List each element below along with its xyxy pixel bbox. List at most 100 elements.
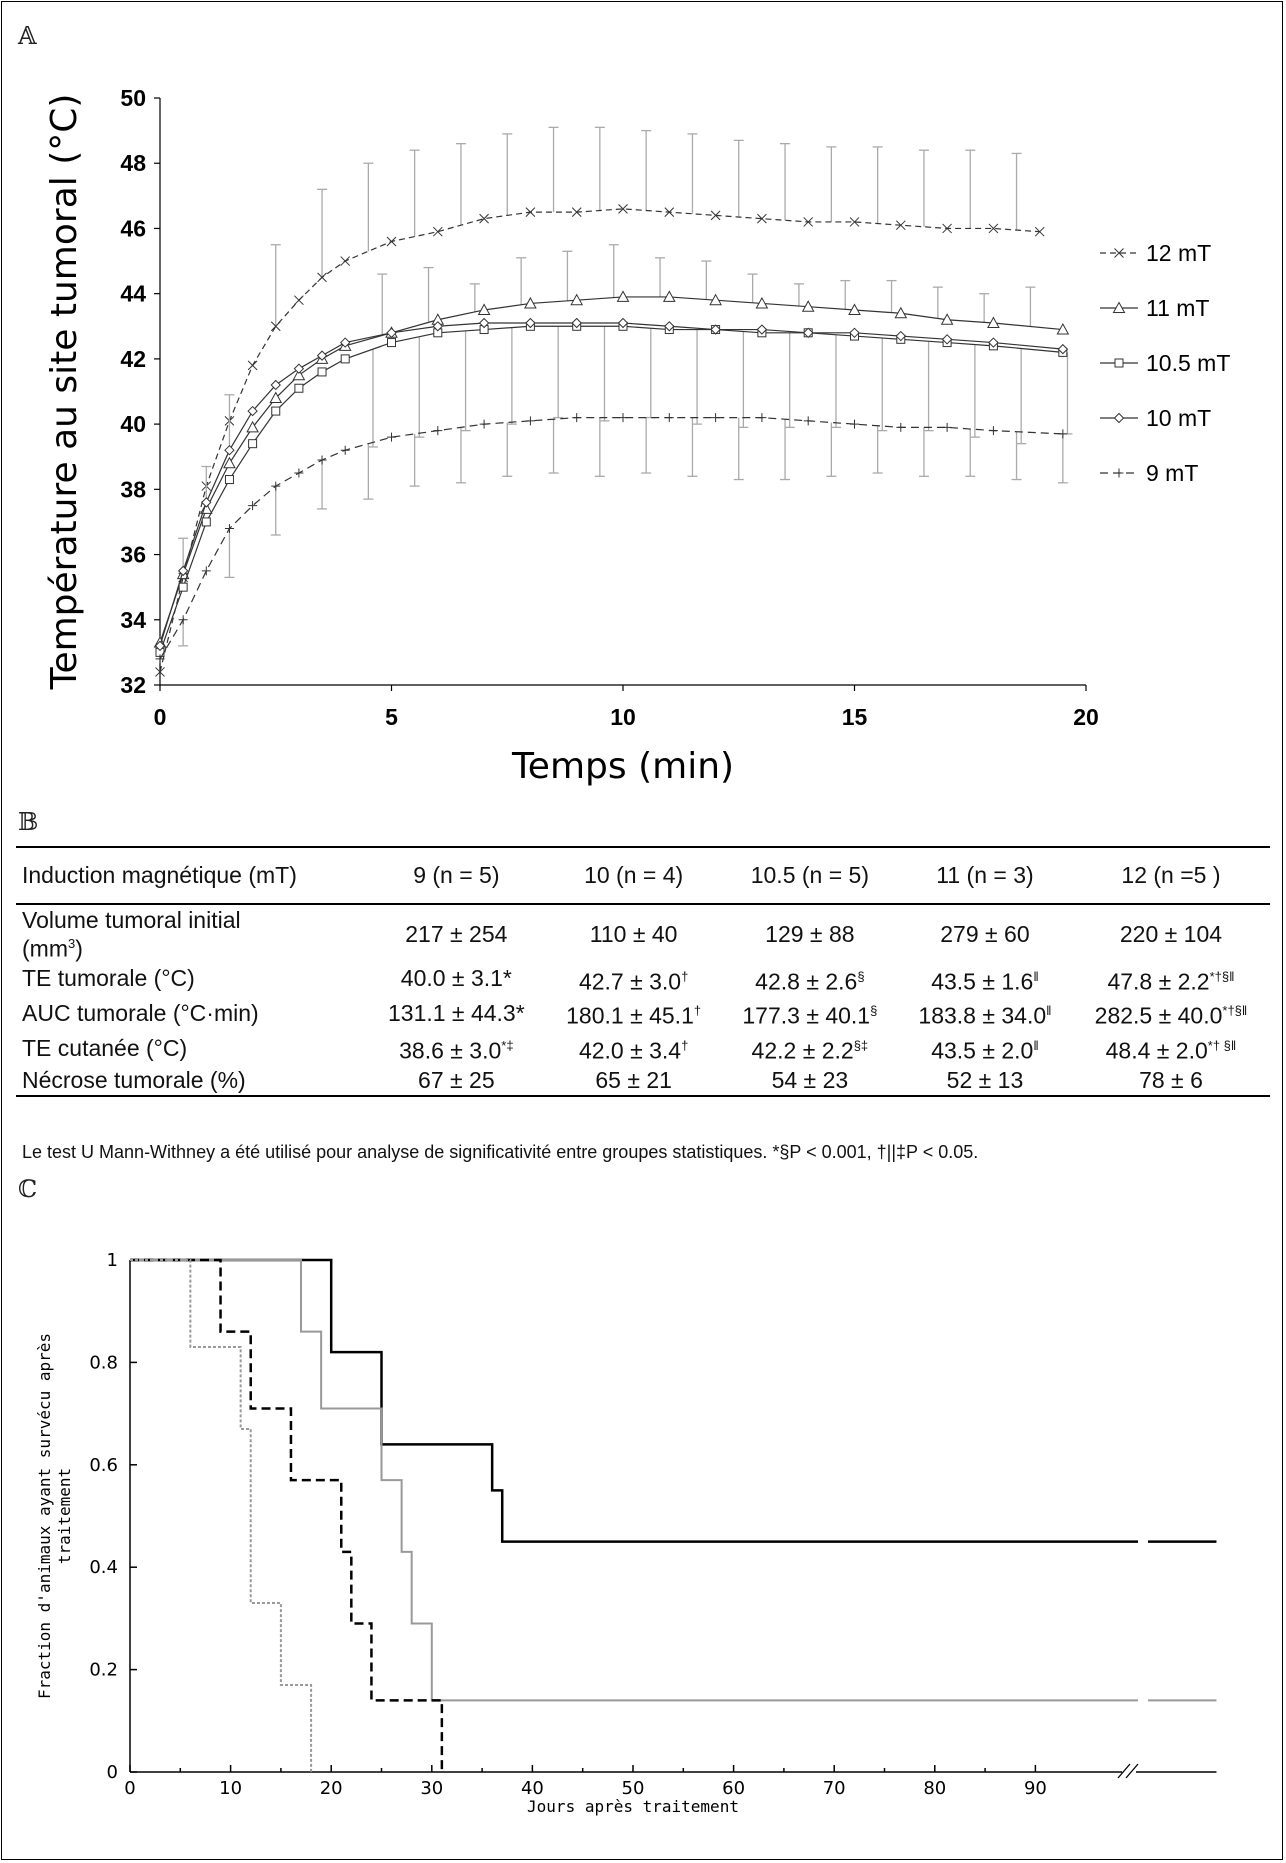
y-tick-label: 0.4 bbox=[89, 1557, 118, 1578]
curve-segment bbox=[130, 1258, 444, 1772]
y-tick-label: 1 bbox=[107, 1250, 118, 1271]
header-group: 10 (n = 4) bbox=[584, 862, 684, 888]
data-point bbox=[292, 368, 306, 381]
data-point bbox=[848, 303, 861, 315]
results-table: Induction magnétique (mT) 9 (n = 5) 10 (n … bbox=[16, 846, 1270, 1097]
legend-item: 12 mT bbox=[1100, 240, 1211, 266]
y-axis-label-line: traitement bbox=[55, 1468, 74, 1564]
data-point bbox=[294, 295, 304, 306]
table-cell: 54 ± 23 bbox=[771, 1066, 849, 1093]
data-point bbox=[525, 416, 535, 426]
data-point bbox=[618, 413, 628, 423]
panel-b-label: 𝔹 bbox=[18, 808, 39, 836]
legend-label: 9 mT bbox=[1146, 460, 1198, 486]
table-cell: 43.5 ± 1.6‖ bbox=[931, 968, 1039, 995]
series-line bbox=[159, 322, 1063, 647]
table-cell: 38.6 ± 3.0*‡ bbox=[399, 1037, 514, 1064]
series-11-mT bbox=[153, 244, 1070, 648]
data-point bbox=[271, 481, 281, 491]
data-point bbox=[317, 455, 327, 465]
data-point bbox=[386, 327, 397, 339]
curve-segment bbox=[130, 1259, 313, 1772]
table-cell: 110 ± 40 bbox=[589, 921, 678, 948]
data-point bbox=[479, 213, 489, 224]
x-tick-label: 0 bbox=[154, 704, 167, 730]
y-tick-label: 0.6 bbox=[89, 1455, 118, 1476]
data-point bbox=[247, 405, 258, 417]
table-cell: 180.1 ± 45.1† bbox=[566, 1002, 702, 1029]
data-point bbox=[248, 439, 258, 449]
y-tick-label: 46 bbox=[120, 215, 146, 241]
data-point bbox=[478, 317, 490, 329]
y-tick-label: 44 bbox=[120, 281, 146, 307]
data-point bbox=[664, 413, 674, 423]
data-point bbox=[477, 303, 491, 315]
series-12-mT bbox=[155, 126, 1045, 677]
x-tick-label: 60 bbox=[722, 1778, 745, 1799]
data-point bbox=[988, 223, 999, 234]
data-point bbox=[224, 444, 235, 456]
legend-item: 11 mT bbox=[1100, 295, 1209, 321]
table-cell: 52 ± 13 bbox=[946, 1066, 1024, 1093]
data-point bbox=[618, 204, 628, 214]
table-cell: 183.8 ± 34.0‖ bbox=[918, 1002, 1052, 1029]
table-cell: 177.3 ± 40.1§ bbox=[742, 1002, 878, 1029]
table-cell: 217 ± 254 bbox=[405, 921, 508, 948]
series-line bbox=[159, 296, 1063, 643]
legend-marker bbox=[1114, 358, 1124, 368]
header-group: 10.5 (n = 5) bbox=[750, 862, 869, 888]
data-point bbox=[387, 432, 396, 442]
series-line bbox=[159, 416, 1063, 660]
x-tick-label: 80 bbox=[923, 1778, 946, 1799]
panel-c-label: ℂ bbox=[18, 1175, 38, 1203]
data-point bbox=[664, 207, 675, 217]
panel-a-label: 𝔸 bbox=[18, 22, 37, 50]
data-point bbox=[340, 354, 350, 364]
data-point bbox=[316, 350, 328, 361]
table-cell: 42.7 ± 3.0† bbox=[578, 968, 689, 995]
data-point bbox=[1058, 429, 1068, 439]
header-group: 12 (n =5 ) bbox=[1121, 862, 1221, 888]
y-tick-label: 42 bbox=[120, 346, 146, 372]
data-point bbox=[270, 379, 281, 391]
data-point bbox=[988, 426, 998, 436]
table-cell: 220 ± 104 bbox=[1119, 921, 1223, 948]
x-axis-label: Jours après traitement bbox=[527, 1797, 739, 1816]
x-tick-label: 20 bbox=[1073, 704, 1099, 730]
curve-segment bbox=[130, 1258, 1138, 1543]
data-point bbox=[849, 217, 860, 227]
legend-marker bbox=[1112, 301, 1126, 313]
y-tick-label: 50 bbox=[120, 85, 146, 111]
data-point bbox=[755, 296, 769, 309]
data-point bbox=[710, 324, 721, 335]
data-point bbox=[894, 306, 908, 319]
survival-curve bbox=[130, 1258, 1217, 1543]
data-point bbox=[896, 422, 906, 432]
table-cell: 42.2 ± 2.2§‡ bbox=[751, 1037, 869, 1064]
data-point bbox=[294, 383, 304, 393]
data-point bbox=[269, 391, 283, 404]
data-point bbox=[940, 313, 954, 325]
data-point bbox=[617, 317, 629, 329]
table-cell: 67 ± 25 bbox=[418, 1066, 495, 1093]
y-tick-label: 34 bbox=[120, 607, 146, 633]
data-point bbox=[201, 517, 211, 527]
data-point bbox=[201, 497, 212, 508]
x-tick-label: 40 bbox=[521, 1778, 544, 1799]
data-point bbox=[662, 290, 676, 302]
data-point bbox=[709, 293, 722, 306]
data-point bbox=[317, 367, 327, 377]
y-tick-label: 32 bbox=[120, 672, 146, 698]
table-cell: 129 ± 88 bbox=[765, 921, 855, 948]
axis-break-mark bbox=[1117, 1763, 1139, 1779]
data-point bbox=[571, 317, 582, 329]
y-tick-label: 0 bbox=[107, 1762, 118, 1783]
table-row: TE tumorale (°C) 40.0 ± 3.1* 42.7 ± 3.0† 42… bbox=[16, 962, 1270, 997]
x-tick-label: 10 bbox=[610, 704, 636, 730]
table-row: TE cutanée (°C) 38.6 ± 3.0*‡ 42.0 ± 3.4† 42… bbox=[16, 1031, 1270, 1066]
data-point bbox=[1057, 343, 1069, 355]
series-line bbox=[159, 208, 1040, 673]
x-tick-label: 90 bbox=[1024, 1778, 1047, 1799]
data-point bbox=[664, 321, 675, 332]
